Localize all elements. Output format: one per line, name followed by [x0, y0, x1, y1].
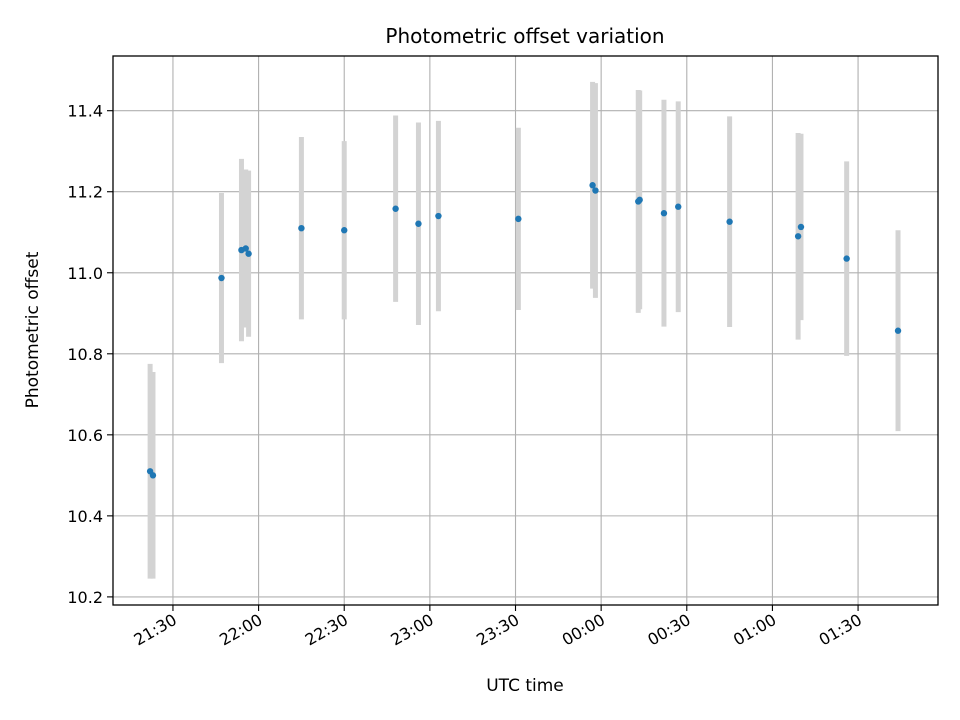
plot-frame — [112, 55, 939, 606]
y-tick-label: 11.0 — [67, 264, 103, 283]
data-point — [435, 212, 442, 220]
data-points — [146, 182, 902, 479]
data-point — [298, 224, 305, 232]
x-axis-label: UTC time — [486, 676, 564, 696]
data-point — [242, 245, 249, 252]
y-tick-label: 10.2 — [67, 588, 103, 607]
data-point — [636, 196, 643, 204]
y-axis: 10.2 10.4 10.6 10.8 11.0 11.2 11.4 — [67, 102, 113, 607]
y-tick-label: 10.4 — [67, 507, 103, 526]
data-point — [794, 233, 802, 240]
data-point — [515, 215, 522, 223]
y-tick-label: 10.8 — [67, 345, 103, 364]
data-point — [589, 182, 596, 189]
data-point — [218, 274, 225, 282]
data-point — [341, 227, 348, 234]
y-tick-label: 11.4 — [67, 102, 103, 121]
data-point — [592, 187, 599, 194]
y-tick-label: 11.2 — [67, 183, 103, 202]
y-axis-label: Photometric offset — [23, 251, 43, 408]
data-point — [415, 220, 422, 227]
y-tick-label: 10.6 — [67, 426, 103, 445]
data-point — [843, 255, 850, 262]
data-point — [894, 327, 902, 334]
data-point — [392, 205, 399, 212]
chart-title: Photometric offset variation — [385, 24, 664, 48]
data-point — [660, 210, 668, 217]
data-point — [797, 223, 805, 231]
data-point — [726, 218, 733, 225]
data-point — [675, 203, 682, 210]
data-point — [245, 250, 252, 257]
data-point — [149, 472, 157, 479]
